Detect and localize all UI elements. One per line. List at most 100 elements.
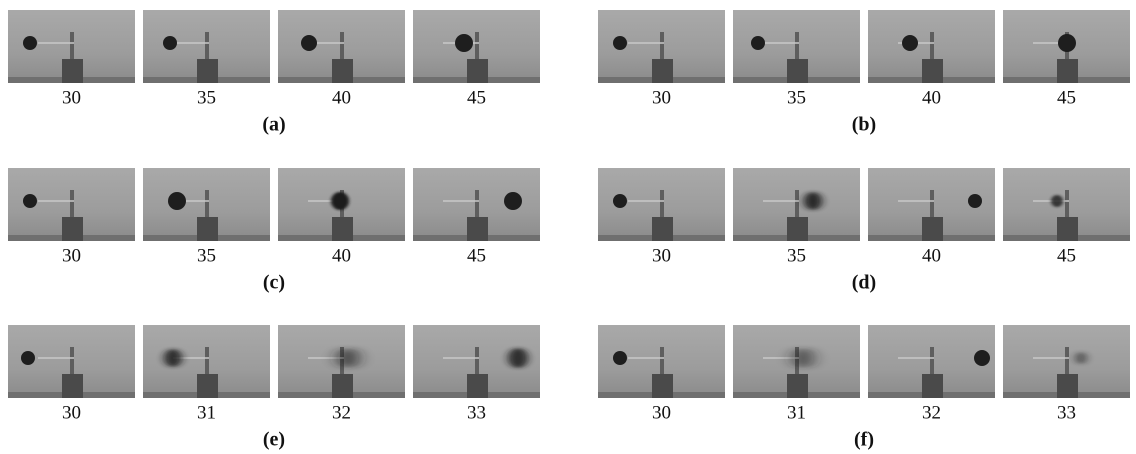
ball [1051,195,1063,207]
ball [1058,34,1076,52]
frame [598,168,725,241]
rod [930,32,934,59]
rod [475,190,479,217]
rod [70,32,74,59]
ball [974,350,990,366]
rod [930,190,934,217]
pedestal [787,374,808,398]
frame-label: 30 [652,402,671,423]
frame [8,325,135,398]
rod [930,347,934,374]
figure: 30354045(a)30354045(b)30354045(c)3035404… [0,0,1136,454]
frame-label: 33 [467,402,486,423]
frame-label: 40 [332,87,351,108]
rod [1065,347,1069,374]
frame-label: 30 [62,402,81,423]
rod [660,347,664,374]
panel-label: (e) [263,429,285,451]
frame-label: 30 [652,245,671,266]
pedestal [62,217,83,241]
rod [795,32,799,59]
pedestal [467,217,488,241]
pedestal [922,59,943,83]
ball [613,36,627,50]
frame [598,325,725,398]
rod [660,32,664,59]
pedestal [922,217,943,241]
ball [21,351,35,365]
pedestal [787,59,808,83]
frame-label: 30 [62,245,81,266]
pedestal [467,374,488,398]
frame-label: 35 [197,87,216,108]
ball [23,194,37,208]
frame-label: 32 [922,402,941,423]
rod [205,32,209,59]
ball [751,36,765,50]
ball [804,192,822,210]
frame-label: 35 [197,245,216,266]
rod [205,347,209,374]
frame [278,168,405,241]
rod [660,190,664,217]
frame [1003,10,1130,83]
rod [475,32,479,59]
ball [1075,352,1087,364]
pedestal [1057,217,1078,241]
frame-label: 40 [922,87,941,108]
frame-label: 45 [467,245,486,266]
frame-label: 31 [787,402,806,423]
frame-label: 40 [922,245,941,266]
frame-label: 30 [652,87,671,108]
rod [205,190,209,217]
pedestal [62,59,83,83]
ball [613,351,627,365]
frame [278,10,405,83]
frame [733,10,860,83]
frame-label: 35 [787,245,806,266]
frame [868,10,995,83]
ball [504,192,522,210]
pedestal [1057,374,1078,398]
rod [795,190,799,217]
panel: 30 35 40 45 (a) [8,10,540,136]
frame-label: 45 [467,87,486,108]
frame-label: 32 [332,402,351,423]
frame [143,10,270,83]
ball [508,348,528,368]
ball [793,348,813,368]
frame [733,325,860,398]
rod [70,347,74,374]
pedestal [467,59,488,83]
rod [70,190,74,217]
frame [1003,168,1130,241]
pedestal [922,374,943,398]
ball [331,192,349,210]
frame-label: 30 [62,87,81,108]
frame [278,325,405,398]
pedestal [787,217,808,241]
pedestal [652,59,673,83]
frame [143,168,270,241]
ball [968,194,982,208]
panel-label: (f) [854,429,874,451]
frame [8,168,135,241]
rod [340,32,344,59]
frame [413,10,540,83]
pedestal [332,59,353,83]
pedestal [197,374,218,398]
panel-label: (b) [852,114,876,136]
frame [868,325,995,398]
panel-label: (a) [262,114,285,136]
panel-label: (d) [852,272,876,294]
frame [868,168,995,241]
ball [163,36,177,50]
rod [475,347,479,374]
frame-label: 33 [1057,402,1076,423]
ball [613,194,627,208]
pedestal [332,217,353,241]
ball [455,34,473,52]
